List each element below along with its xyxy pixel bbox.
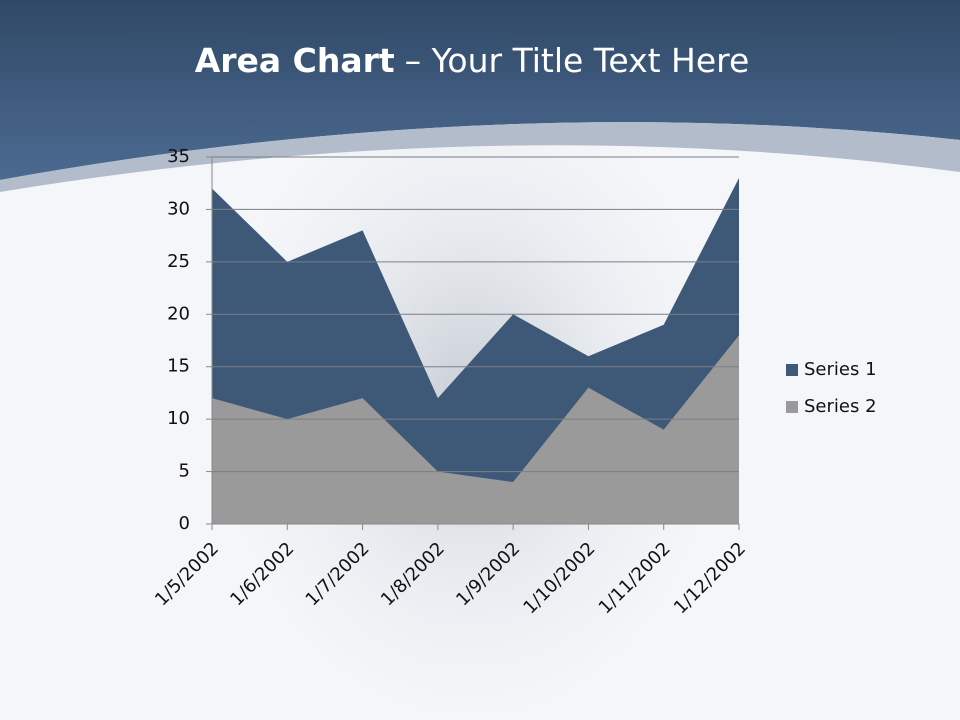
header-band <box>0 0 960 180</box>
legend-swatch <box>786 364 798 376</box>
y-tick-label: 20 <box>167 303 190 324</box>
y-tick-label: 35 <box>167 146 190 167</box>
legend-label: Series 1 <box>804 359 877 380</box>
slide-title: Area Chart – Your Title Text Here <box>195 41 750 80</box>
title-rest: – Your Title Text Here <box>405 41 750 80</box>
legend-label: Series 2 <box>804 396 877 417</box>
y-tick-label: 15 <box>167 356 190 377</box>
y-tick-label: 30 <box>167 198 190 219</box>
y-tick-label: 10 <box>167 408 190 429</box>
y-tick-label: 25 <box>167 251 190 272</box>
y-tick-label: 0 <box>179 513 190 534</box>
area <box>212 335 739 524</box>
y-tick-label: 5 <box>179 461 190 482</box>
legend-swatch <box>786 401 798 413</box>
header-swoosh <box>0 122 960 192</box>
title-bold: Area Chart <box>195 41 395 80</box>
